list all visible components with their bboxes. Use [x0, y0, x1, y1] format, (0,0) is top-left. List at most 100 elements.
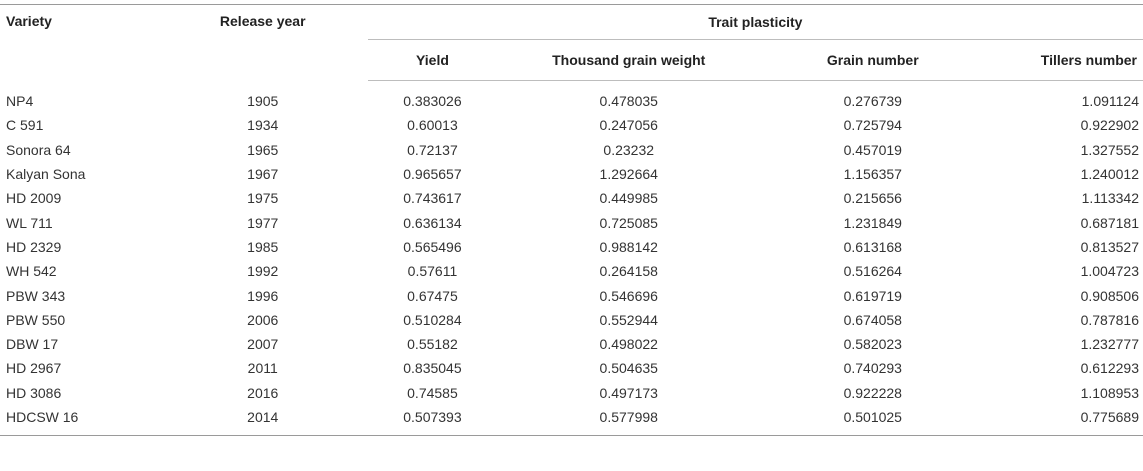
cell-yield: 0.636134 [403, 214, 462, 231]
table-row: PBW 550 2006 0.510284 0.552944 0.674058 0.787… [0, 308, 1143, 332]
cell-variety: PBW 550 [6, 311, 66, 328]
cell-thousand-grain-weight: 0.504635 [599, 360, 658, 377]
table-row: HDCSW 16 2014 0.507393 0.577998 0.501025 0.77… [0, 404, 1143, 437]
cell-tillers-number: 0.908506 [1080, 287, 1139, 304]
cell-yield: 0.67475 [407, 287, 458, 304]
cell-variety: HD 2009 [6, 190, 62, 207]
cell-release-year: 1996 [247, 287, 279, 304]
cell-variety: WL 711 [6, 214, 53, 231]
table-row: WH 542 1992 0.57611 0.264158 0.516264 1.00472… [0, 259, 1143, 283]
header-row-sub: Yield Thousand grain weight Grain number… [0, 39, 1143, 81]
cell-grain-number: 0.619719 [843, 287, 902, 304]
cell-thousand-grain-weight: 0.546696 [599, 287, 658, 304]
cell-yield: 0.565496 [403, 238, 462, 255]
cell-variety: NP4 [6, 92, 34, 109]
table-row: HD 2329 1985 0.565496 0.988142 0.613168 0.813… [0, 235, 1143, 259]
header-row-top: Variety Release year Trait plasticity [0, 4, 1143, 81]
cell-release-year: 1985 [247, 238, 279, 255]
cell-grain-number: 0.674058 [843, 311, 902, 328]
header-release-year: Release year [157, 4, 368, 81]
cell-release-year: 2014 [157, 404, 368, 437]
cell-grain-number: 0.725794 [843, 117, 902, 134]
cell-release-year: 2011 [247, 360, 278, 377]
header-thousand-grain-weight: Thousand grain weight [497, 39, 761, 81]
trait-plasticity-table: Variety Release year Trait plasticity Yi… [0, 4, 1143, 437]
cell-thousand-grain-weight: 0.23232 [603, 141, 655, 158]
cell-thousand-grain-weight: 0.498022 [599, 336, 658, 353]
cell-variety: HD 2967 [6, 360, 62, 377]
table-row: HD 3086 2016 0.74585 0.497173 0.922228 1.1089… [0, 381, 1143, 405]
cell-tillers-number: 0.612293 [1080, 360, 1139, 377]
cell-grain-number: 0.516264 [843, 263, 902, 280]
table-row: HD 2009 1975 0.743617 0.449985 0.215656 1.113… [0, 186, 1143, 210]
table-row: PBW 343 1996 0.67475 0.546696 0.619719 0.9085… [0, 283, 1143, 307]
table-row: HD 2967 2011 0.835045 0.504635 0.740293 0.612… [0, 356, 1143, 380]
cell-tillers-number: 0.775689 [985, 404, 1143, 437]
cell-thousand-grain-weight: 0.725085 [599, 214, 658, 231]
cell-tillers-number: 0.787816 [1080, 311, 1139, 328]
cell-grain-number: 0.613168 [843, 238, 902, 255]
cell-release-year: 1975 [247, 190, 279, 207]
cell-thousand-grain-weight: 0.264158 [599, 263, 658, 280]
cell-thousand-grain-weight: 0.552944 [599, 311, 658, 328]
cell-grain-number: 0.215656 [843, 190, 902, 207]
cell-yield: 0.383026 [403, 93, 462, 110]
cell-grain-number: 0.922228 [843, 384, 902, 401]
cell-variety: HD 3086 [6, 384, 62, 401]
header-variety: Variety [0, 4, 158, 81]
cell-grain-number: 0.501025 [760, 404, 986, 437]
cell-yield: 0.835045 [403, 360, 462, 377]
cell-grain-number: 1.231849 [843, 214, 902, 231]
cell-variety: C 591 [6, 117, 44, 134]
cell-yield: 0.510284 [403, 311, 462, 328]
cell-thousand-grain-weight: 0.988142 [599, 238, 658, 255]
cell-tillers-number: 1.240012 [1080, 166, 1139, 183]
cell-variety: Sonora 64 [6, 141, 71, 158]
cell-release-year: 2007 [247, 336, 279, 353]
cell-grain-number: 1.156357 [843, 166, 902, 183]
cell-grain-number: 0.276739 [843, 93, 902, 110]
table-row: WL 711 1977 0.636134 0.725085 1.231849 0.6871… [0, 210, 1143, 234]
cell-grain-number: 0.740293 [843, 360, 902, 377]
cell-tillers-number: 0.922902 [1080, 117, 1139, 134]
table-row: Sonora 64 1965 0.72137 0.23232 0.457019 1.327… [0, 138, 1143, 162]
cell-release-year: 2006 [247, 311, 279, 328]
cell-thousand-grain-weight: 0.247056 [599, 117, 658, 134]
cell-yield: 0.74585 [407, 384, 458, 401]
cell-release-year: 1992 [247, 263, 279, 280]
cell-tillers-number: 1.232777 [1080, 336, 1139, 353]
cell-tillers-number: 1.327552 [1080, 141, 1139, 158]
cell-thousand-grain-weight: 0.478035 [599, 93, 658, 110]
cell-release-year: 2016 [247, 384, 279, 401]
cell-variety: PBW 343 [6, 287, 66, 304]
table-body: NP4 1905 0.383026 0.478035 0.276739 1.091124 … [0, 81, 1143, 437]
cell-variety: HDCSW 16 [0, 404, 158, 437]
cell-thousand-grain-weight: 0.497173 [599, 384, 658, 401]
cell-variety: DBW 17 [6, 336, 59, 353]
cell-variety: HD 2329 [6, 238, 62, 255]
cell-tillers-number: 1.004723 [1080, 263, 1139, 280]
cell-tillers-number: 1.113342 [1081, 190, 1139, 207]
header-yield: Yield [367, 39, 498, 81]
cell-thousand-grain-weight: 0.449985 [599, 190, 658, 207]
cell-tillers-number: 0.813527 [1080, 238, 1139, 255]
header-trait-plasticity: Trait plasticity [367, 4, 1143, 40]
cell-yield: 0.72137 [407, 141, 458, 158]
cell-grain-number: 0.582023 [843, 336, 902, 353]
header-tillers-number: Tillers number [985, 39, 1143, 81]
table-row: Kalyan Sona 1967 0.965657 1.292664 1.156357 1… [0, 162, 1143, 186]
cell-yield: 0.743617 [403, 190, 462, 207]
cell-release-year: 1905 [247, 92, 279, 109]
cell-yield: 0.55182 [407, 336, 458, 353]
cell-tillers-number: 0.687181 [1080, 214, 1139, 231]
table-row: DBW 17 2007 0.55182 0.498022 0.582023 1.23277… [0, 332, 1143, 356]
cell-release-year: 1934 [247, 117, 279, 134]
table-row: NP4 1905 0.383026 0.478035 0.276739 1.091124 [0, 81, 1143, 114]
header-grain-number: Grain number [760, 39, 986, 81]
cell-tillers-number: 1.091124 [1081, 93, 1139, 110]
cell-yield: 0.507393 [367, 404, 498, 437]
cell-yield: 0.57611 [407, 263, 458, 280]
cell-tillers-number: 1.108953 [1080, 384, 1139, 401]
cell-thousand-grain-weight: 1.292664 [599, 166, 658, 183]
